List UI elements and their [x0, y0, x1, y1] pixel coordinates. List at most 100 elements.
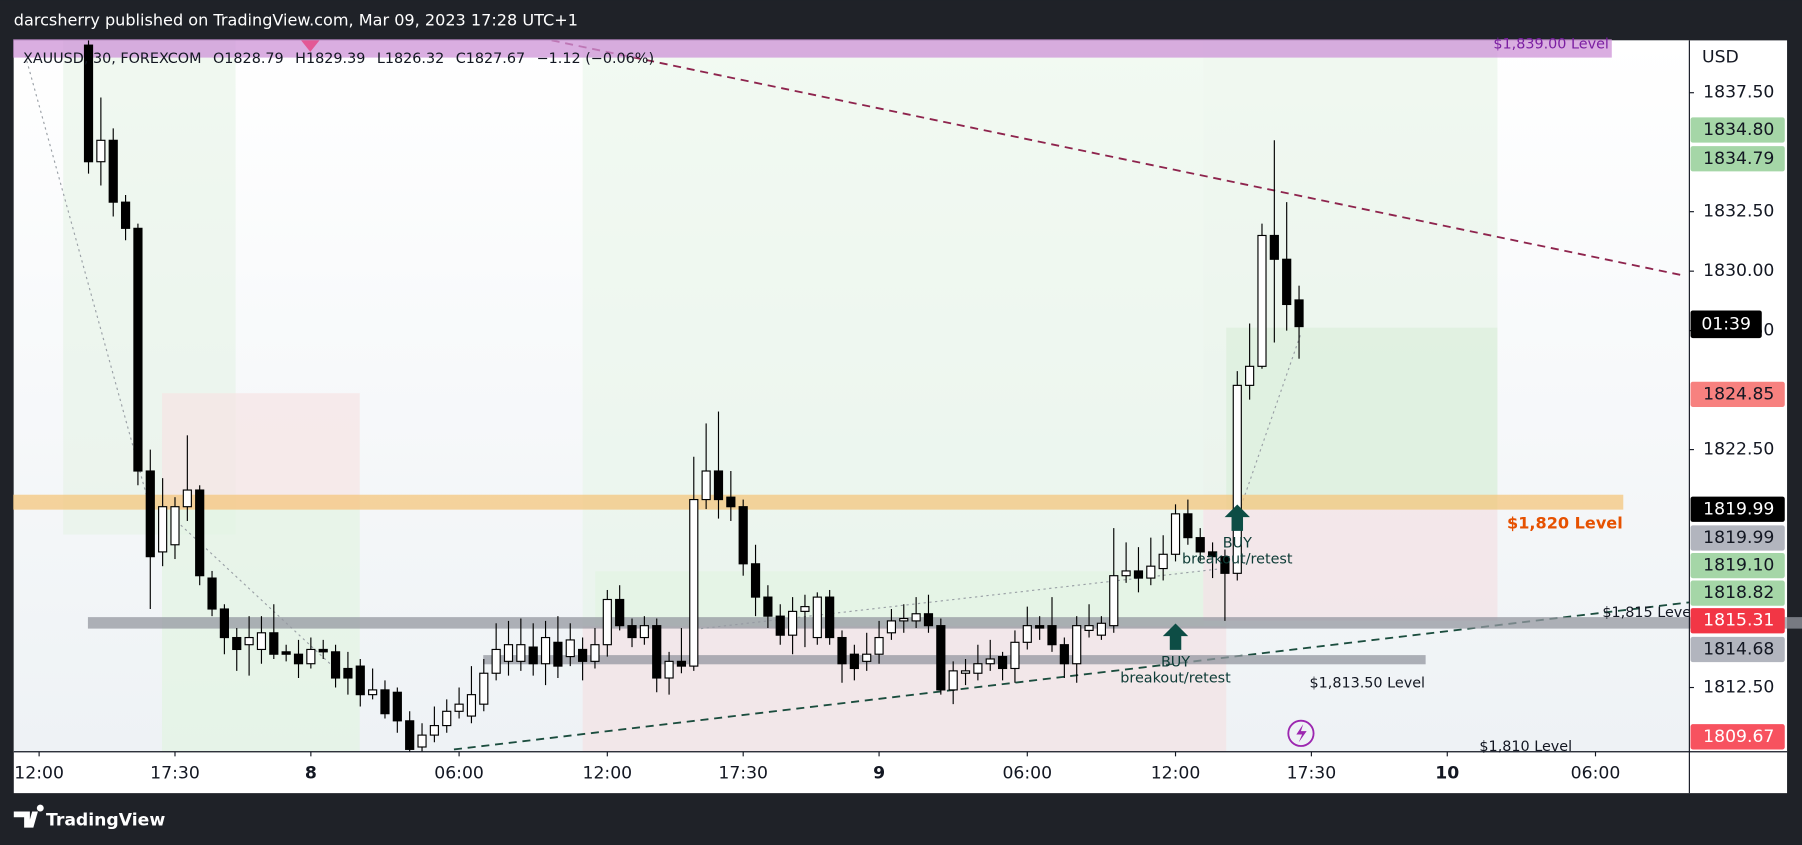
countdown-tag: [1690, 310, 1762, 339]
candle-body: [652, 625, 662, 679]
candle-body: [639, 625, 649, 639]
price-tag: [1690, 724, 1785, 750]
candle-body: [1022, 625, 1032, 643]
candle-body: [960, 670, 971, 674]
candle-body: [763, 596, 773, 617]
candle-body: [997, 656, 1008, 670]
zone: [162, 393, 360, 510]
candle-body: [874, 636, 884, 655]
candle-body: [108, 139, 118, 203]
price-tag-label: 1809.67: [1703, 727, 1774, 747]
price-tag: [1690, 496, 1785, 522]
candle-body: [1047, 625, 1057, 646]
candle-body: [293, 653, 304, 665]
levels: $1,839.00 Level $1,820 Level $1,813.50 Lev…: [13, 36, 1802, 755]
candle-body: [936, 625, 946, 691]
candle-body: [417, 734, 427, 748]
buy-arrow: [1224, 504, 1250, 531]
x-tick-label: 12:00: [583, 764, 633, 784]
candle-body: [837, 636, 847, 665]
candle-body: [713, 470, 724, 501]
price-tag: [1690, 146, 1785, 172]
ohlc-value: O1828.79: [213, 51, 284, 67]
price-tag-label: 1814.68: [1703, 639, 1774, 659]
axes: 1837.501832.501830.001827.501822.501812.…: [14, 83, 1785, 784]
signal-note: breakout/retest: [1182, 552, 1293, 568]
event-marker[interactable]: [301, 40, 320, 52]
candle-body: [380, 689, 390, 715]
candle-body: [1035, 625, 1045, 629]
symbol: XAUUSD, 30, FOREXCOM: [23, 51, 202, 67]
candle-body: [973, 663, 983, 674]
candle-body: [96, 139, 106, 163]
price-tag: [1690, 552, 1785, 579]
candle-body: [158, 506, 168, 553]
level-band: [13, 494, 1624, 510]
candle-body: [355, 665, 365, 696]
ohlc-value: C1827.67: [456, 51, 525, 67]
candle-body: [1282, 258, 1292, 306]
signal-label: BUY: [1161, 655, 1190, 671]
x-tick-label: 10: [1435, 764, 1459, 784]
buy-arrow: [1162, 623, 1189, 650]
candle-body: [899, 617, 909, 622]
level-label: $1,839.00 Level: [1493, 36, 1609, 52]
candle-body: [1010, 641, 1020, 670]
y-tick-label: 1822.50: [1703, 440, 1774, 460]
candle-body: [244, 636, 254, 646]
candle-body: [133, 227, 143, 472]
candle-body: [1183, 513, 1193, 539]
price-tag-label: 1819.10: [1703, 556, 1774, 576]
candle-body: [923, 613, 934, 627]
candle-body: [627, 625, 637, 639]
candle-body: [170, 506, 180, 546]
x-tick-label: 17:30: [1287, 764, 1337, 784]
zone: [582, 626, 1227, 752]
candle-body: [368, 689, 378, 696]
candle-body: [1072, 625, 1082, 665]
candle-body: [689, 498, 699, 667]
candle-body: [553, 641, 563, 667]
level-label: $1,815 Level: [1602, 605, 1695, 621]
x-tick-label: 06:00: [434, 764, 484, 784]
price-tag-label: 1834.79: [1703, 149, 1774, 169]
candle-body: [775, 615, 785, 636]
candle-body: [849, 653, 859, 670]
candle-body: [1195, 537, 1205, 553]
candles: $1,815 Level: [83, 40, 1695, 752]
ohlc-value: H1829.39: [295, 51, 365, 67]
signal-note: breakout/retest: [1120, 671, 1231, 687]
candle-body: [750, 563, 761, 598]
price-tag-label: 1819.99: [1703, 528, 1774, 548]
ohlc: O1828.79 H1829.39 L1826.32 C1827.67 −1.12 (−…: [213, 51, 654, 67]
ohlc-value: −1.12 (−0.06%): [537, 51, 654, 67]
path-line: [689, 568, 1219, 631]
candle-body: [911, 613, 921, 622]
candle-body: [1146, 565, 1156, 579]
alert-icon[interactable]: [1287, 719, 1315, 747]
level-label: $1,813.50 Level: [1309, 675, 1425, 691]
level-label: $1,820 Level: [1507, 514, 1623, 533]
zone: [582, 40, 1204, 627]
candle-body: [306, 648, 316, 665]
candle-body: [738, 506, 748, 565]
candle-body: [590, 644, 600, 662]
candle-body: [1059, 644, 1069, 665]
zone: [1203, 509, 1498, 621]
candle-body: [1232, 384, 1242, 574]
price-tag-label: 1818.82: [1703, 583, 1774, 603]
candle-body: [256, 632, 267, 651]
candle-body: [343, 667, 353, 679]
candle-body: [1170, 513, 1181, 555]
candle-body: [886, 620, 897, 634]
candle-body: [120, 201, 131, 229]
price-tag-label: 1834.80: [1703, 120, 1774, 140]
price-tag: [1690, 608, 1785, 634]
y-tick-label: 1812.50: [1703, 678, 1774, 698]
candle-body: [516, 644, 526, 662]
candle-body: [491, 648, 501, 674]
candle-body: [392, 691, 402, 722]
candle-body: [466, 694, 477, 717]
